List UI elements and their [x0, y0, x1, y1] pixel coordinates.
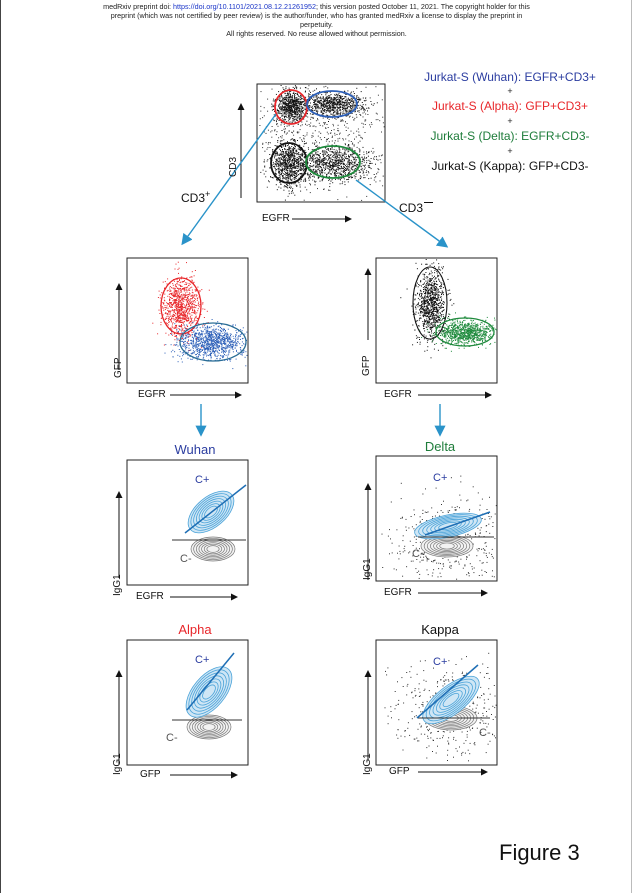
mid-left-frame — [126, 257, 249, 384]
panel-alpha-cplus: C+ — [195, 654, 210, 666]
mid-right-events — [400, 259, 497, 359]
mid-right-xlabel: EGFR — [384, 389, 412, 400]
panel-kappa-contour — [364, 639, 498, 776]
page-right-border — [631, 0, 632, 893]
gate-delta — [305, 145, 361, 179]
panel-kappa-frame — [375, 639, 498, 766]
panel-delta-cplus: C+ — [433, 472, 448, 484]
gate-wuhan-egfr — [179, 322, 247, 362]
legend-wuhan: Jurkat-S (Wuhan): EGFR+CD3+ — [424, 70, 596, 84]
panel-alpha-xlabel: GFP — [140, 769, 161, 780]
panel-delta-xlabel: EGFR — [384, 587, 412, 598]
top-xlabel: EGFR — [262, 213, 290, 224]
panel-kappa-xlabel: GFP — [389, 766, 410, 777]
panel-wuhan-contour — [115, 459, 249, 601]
gate-label-cd3-positive: CD3+ — [181, 189, 211, 205]
legend-kappa: Jurkat-S (Kappa): GFP+CD3- — [431, 159, 589, 173]
gate-wuhan — [306, 90, 358, 118]
top-plot-events — [259, 85, 385, 201]
panel-wuhan-cminus: C- — [180, 553, 192, 565]
top-flow-plot — [237, 83, 386, 223]
header-line-4: All rights reserved. No reuse allowed wi… — [226, 29, 407, 38]
mid-left-flow-plot — [115, 257, 249, 399]
header-line-3: perpetuity. — [299, 20, 334, 29]
gate-kappa — [270, 142, 308, 184]
panel-wuhan-cplus: C+ — [195, 474, 210, 486]
panel-delta-contour — [364, 455, 498, 597]
panel-delta-ylabel: IgG1 — [362, 558, 373, 580]
top-ylabel: CD3 — [228, 156, 239, 177]
panel-wuhan-xlabel: EGFR — [136, 591, 164, 602]
legend-plus-2: + — [507, 116, 513, 126]
legend-plus-3: + — [507, 146, 513, 156]
gate-delta-egfr — [435, 317, 495, 347]
legend-delta: Jurkat-S (Delta): EGFR+CD3- — [430, 129, 590, 143]
preprint-header: medRxiv preprint doi: https://doi.org/10… — [0, 2, 633, 38]
panel-kappa-ylabel: IgG1 — [362, 753, 373, 775]
panel-kappa-cminus: C- — [479, 727, 491, 739]
mid-right-frame — [375, 257, 498, 384]
arrow-cd3-negative — [355, 179, 449, 248]
panel-wuhan-frame — [126, 459, 249, 586]
gate-alpha-gfp — [160, 277, 202, 335]
panel-wuhan-title: Wuhan — [174, 442, 216, 457]
legend-alpha: Jurkat-S (Alpha): GFP+CD3+ — [431, 99, 589, 113]
doi-link[interactable]: https://doi.org/10.1101/2021.08.12.21261… — [173, 2, 316, 11]
top-plot-frame — [256, 83, 386, 203]
panel-alpha-title: Alpha — [178, 622, 212, 637]
superscript-minus — [424, 202, 434, 203]
header-line-1: medRxiv preprint doi: https://doi.org/10… — [103, 2, 530, 11]
panel-kappa-cplus: C+ — [433, 656, 448, 668]
panel-delta-title: Delta — [424, 439, 456, 454]
panel-delta-frame — [375, 455, 498, 582]
gate-kappa-gfp — [412, 266, 448, 340]
header-line-2: preprint (which was not certified by pee… — [110, 11, 523, 20]
mid-right-flow-plot — [364, 257, 498, 399]
mid-left-ylabel: GFP — [113, 357, 124, 378]
page-left-border — [0, 0, 1, 893]
panel-alpha-ylabel: IgG1 — [112, 753, 123, 775]
mid-right-ylabel: GFP — [361, 355, 372, 376]
panel-alpha-contour — [115, 639, 249, 779]
panel-delta-cminus: C- — [412, 548, 424, 560]
gate-label-cd3-negative: CD3 — [399, 201, 434, 215]
arrow-cd3-positive — [181, 113, 277, 246]
mid-left-xlabel: EGFR — [138, 389, 166, 400]
legend-plus-1: + — [507, 86, 513, 96]
panel-wuhan-ylabel: IgG1 — [112, 574, 123, 596]
figure-label: Figure 3 — [499, 840, 580, 865]
panel-kappa-title: Kappa — [421, 622, 459, 637]
panel-alpha-cminus: C- — [166, 732, 178, 744]
panel-alpha-frame — [126, 639, 249, 766]
